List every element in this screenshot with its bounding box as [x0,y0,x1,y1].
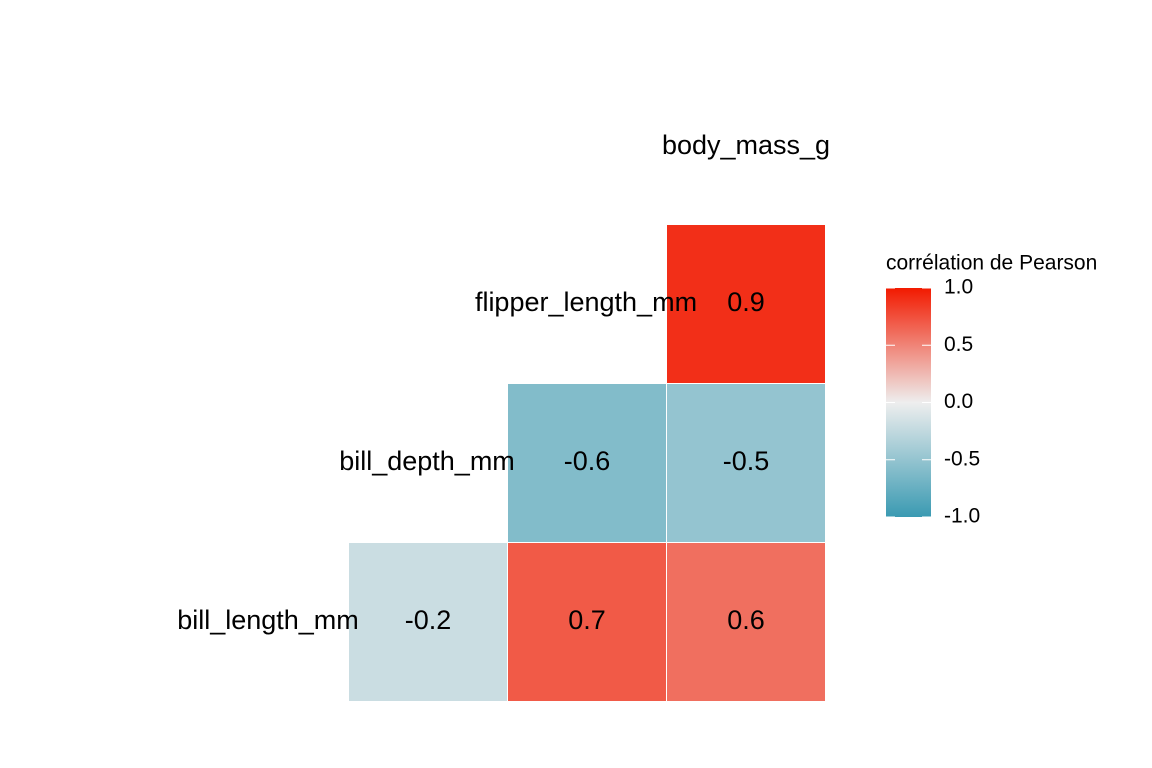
cell-label: 0.9 [727,287,765,317]
variable-label: flipper_length_mm [475,287,697,317]
colorbar-tick-label: -0.5 [944,447,980,470]
cell [348,542,508,702]
cell-label: -0.6 [564,446,611,476]
cell-label: -0.2 [405,605,452,635]
colorbar-tick-label: 0.0 [944,390,973,413]
cell-label: 0.6 [727,605,765,635]
legend-title: corrélation de Pearson [886,252,1097,275]
colorbar-tick-label: 0.5 [944,333,973,356]
variable-label: bill_length_mm [177,605,359,635]
variable-label: bill_depth_mm [339,446,515,476]
cell-label: 0.7 [568,605,606,635]
colorbar-tick-label: 1.0 [944,276,973,299]
cell [666,383,826,543]
colorbar-tick-label: -1.0 [944,505,980,528]
cell [507,542,667,702]
variable-label: body_mass_g [662,130,830,160]
cell [666,224,826,384]
cell-label: -0.5 [723,446,770,476]
cell [507,383,667,543]
